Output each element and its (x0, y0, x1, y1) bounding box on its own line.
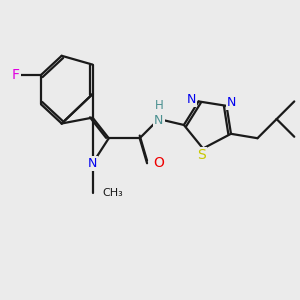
Text: H: H (154, 99, 163, 112)
Text: N: N (154, 114, 164, 127)
Text: N: N (88, 157, 97, 170)
Text: N: N (227, 96, 236, 110)
Text: N: N (187, 93, 196, 106)
Text: S: S (197, 148, 206, 162)
Text: CH₃: CH₃ (102, 188, 123, 198)
Text: F: F (11, 68, 20, 82)
Text: O: O (153, 156, 164, 170)
